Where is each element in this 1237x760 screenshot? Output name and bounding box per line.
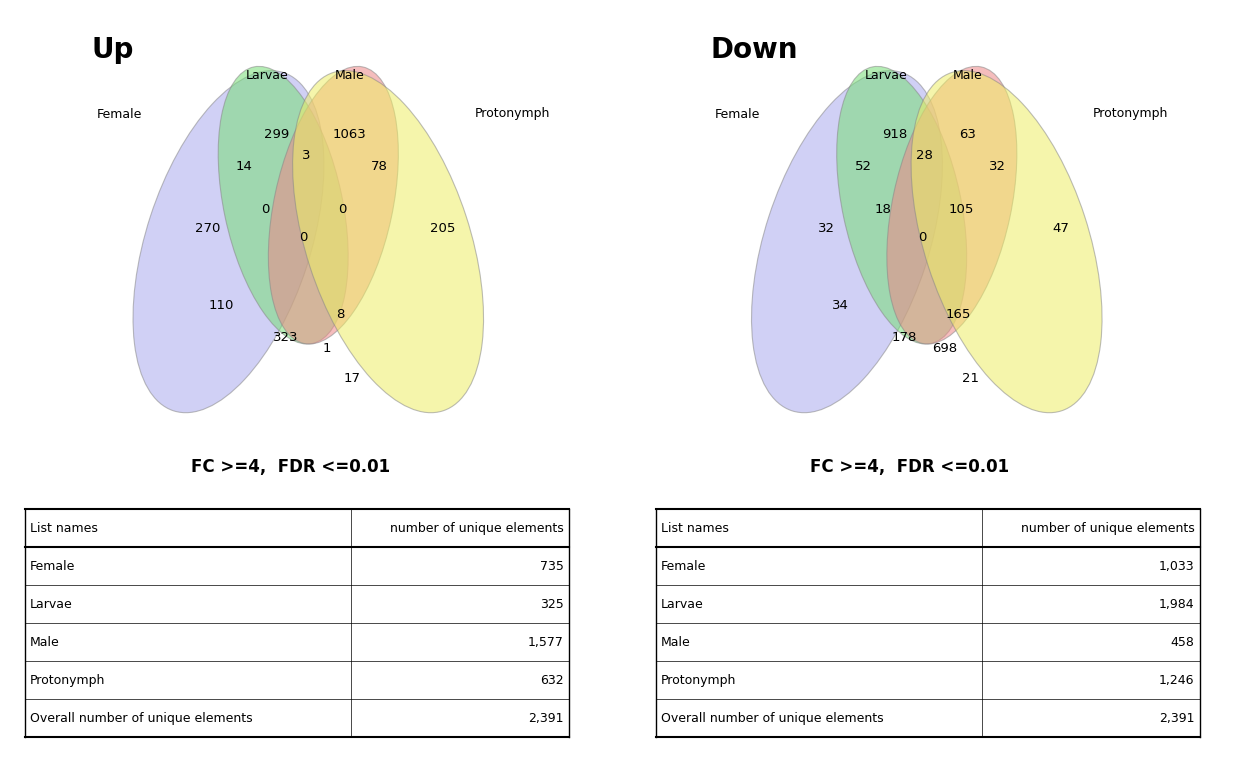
Text: Male: Male [661, 635, 690, 649]
Ellipse shape [293, 71, 484, 413]
Text: 52: 52 [855, 160, 871, 173]
Text: 32: 32 [818, 221, 835, 235]
Text: FC >=4,  FDR <=0.01: FC >=4, FDR <=0.01 [192, 458, 390, 477]
Text: Female: Female [96, 107, 142, 121]
Text: 105: 105 [949, 203, 974, 217]
Text: 18: 18 [875, 203, 892, 217]
Text: 1,246: 1,246 [1159, 673, 1195, 687]
Text: 21: 21 [961, 372, 978, 385]
Text: 78: 78 [371, 160, 387, 173]
Text: List names: List names [30, 521, 98, 535]
Text: Male: Male [952, 68, 982, 82]
Text: 1: 1 [323, 342, 330, 356]
Text: 32: 32 [988, 160, 1006, 173]
Ellipse shape [218, 66, 348, 344]
Text: 47: 47 [1053, 221, 1070, 235]
Text: 1,033: 1,033 [1159, 559, 1195, 573]
Text: Female: Female [661, 559, 706, 573]
Text: Female: Female [715, 107, 761, 121]
Text: 458: 458 [1170, 635, 1195, 649]
Text: 325: 325 [539, 597, 564, 611]
Text: Male: Male [30, 635, 59, 649]
Ellipse shape [752, 71, 943, 413]
Text: Larvae: Larvae [865, 68, 907, 82]
Text: 2,391: 2,391 [528, 711, 564, 725]
Text: FC >=4,  FDR <=0.01: FC >=4, FDR <=0.01 [810, 458, 1008, 477]
Text: 17: 17 [343, 372, 360, 385]
Text: Overall number of unique elements: Overall number of unique elements [661, 711, 883, 725]
Text: 918: 918 [882, 128, 908, 141]
Text: 2,391: 2,391 [1159, 711, 1195, 725]
Ellipse shape [887, 66, 1017, 344]
Text: 165: 165 [946, 308, 971, 321]
Text: Larvae: Larvae [30, 597, 73, 611]
Text: 323: 323 [272, 331, 298, 344]
Text: 735: 735 [539, 559, 564, 573]
Text: 0: 0 [338, 203, 346, 217]
Text: List names: List names [661, 521, 729, 535]
Text: 0: 0 [299, 230, 308, 244]
Text: 1063: 1063 [333, 128, 366, 141]
Text: 1,577: 1,577 [528, 635, 564, 649]
Text: Overall number of unique elements: Overall number of unique elements [30, 711, 252, 725]
Text: 3: 3 [302, 148, 310, 162]
Text: 205: 205 [430, 221, 455, 235]
Text: 299: 299 [263, 128, 289, 141]
Text: 632: 632 [541, 673, 564, 687]
Text: Larvae: Larvae [661, 597, 704, 611]
Text: 698: 698 [933, 342, 957, 356]
Text: Protonymph: Protonymph [30, 673, 105, 687]
Text: 1,984: 1,984 [1159, 597, 1195, 611]
Text: Protonymph: Protonymph [475, 107, 550, 121]
Text: Down: Down [710, 36, 798, 65]
Text: Up: Up [92, 36, 134, 65]
Text: number of unique elements: number of unique elements [390, 521, 564, 535]
Text: 14: 14 [236, 160, 252, 173]
Text: 63: 63 [960, 128, 976, 141]
Text: 0: 0 [918, 230, 927, 244]
Text: Protonymph: Protonymph [1094, 107, 1169, 121]
Text: Male: Male [334, 68, 364, 82]
Text: 34: 34 [831, 299, 849, 312]
Ellipse shape [268, 66, 398, 344]
Ellipse shape [912, 71, 1102, 413]
Text: 270: 270 [195, 221, 220, 235]
Text: 110: 110 [209, 299, 234, 312]
Text: 0: 0 [261, 203, 270, 217]
Ellipse shape [836, 66, 966, 344]
Text: 178: 178 [892, 331, 917, 344]
Text: Female: Female [30, 559, 75, 573]
Text: Larvae: Larvae [246, 68, 288, 82]
Ellipse shape [134, 71, 324, 413]
Text: number of unique elements: number of unique elements [1021, 521, 1195, 535]
Text: 8: 8 [336, 308, 344, 321]
Text: Protonymph: Protonymph [661, 673, 736, 687]
Text: 28: 28 [917, 148, 933, 162]
